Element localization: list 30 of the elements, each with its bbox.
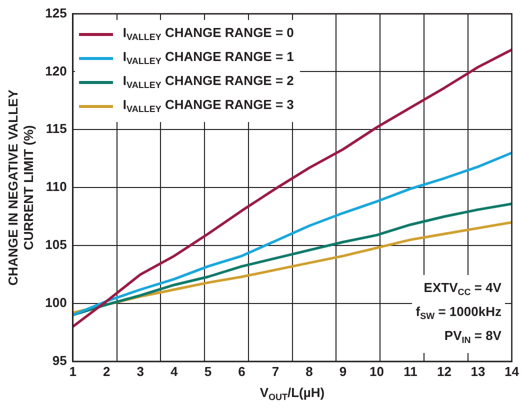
legend-label: I$_{VALLEY}$ CHANGE RANGE = 1 (122, 48, 294, 68)
x-tick-label: 2 (103, 364, 110, 379)
x-axis-title: V$_{OUT}$/L(µH) (260, 385, 325, 402)
x-tick-label: 9 (339, 364, 347, 379)
x-tick-label: 13 (470, 364, 486, 379)
x-tick-label: 1 (69, 364, 77, 379)
annotation: PV$_{IN}$ = 8V (443, 327, 502, 348)
y-tick-label: 100 (45, 295, 67, 310)
y-axis-title: CHANGE IN NEGATIVE VALLEY CURRENT LIMIT (%) (5, 89, 36, 286)
y-tick-label: 115 (46, 121, 67, 136)
legend-label: I$_{VALLEY}$ CHANGE RANGE = 3 (122, 96, 294, 116)
x-tick-label: 3 (136, 364, 144, 379)
x-tick-label: 4 (170, 364, 179, 379)
x-tick-label: 14 (504, 364, 520, 379)
legend-label: I$_{VALLEY}$ CHANGE RANGE = 0 (122, 24, 294, 44)
y-tick-label: 105 (45, 237, 67, 252)
x-tick-label: 12 (437, 364, 452, 379)
x-tick-label: 11 (404, 364, 418, 379)
y-tick-label: 95 (52, 352, 67, 368)
x-tick-label: 6 (238, 364, 246, 379)
x-tick-label: 7 (272, 364, 280, 379)
y-tick-label: 120 (45, 63, 67, 78)
x-tick-label: 10 (369, 364, 384, 379)
legend-label: I$_{VALLEY}$ CHANGE RANGE = 2 (122, 72, 294, 92)
x-tick-label: 5 (204, 364, 212, 379)
y-tick-label: 125 (45, 5, 67, 20)
y-tick-label: 110 (46, 179, 67, 194)
annotation: f$_{SW}$ = 1000kHz (416, 303, 502, 324)
x-tick-label: 8 (306, 364, 313, 379)
annotation: EXTV$_{CC}$ = 4V (422, 279, 502, 300)
